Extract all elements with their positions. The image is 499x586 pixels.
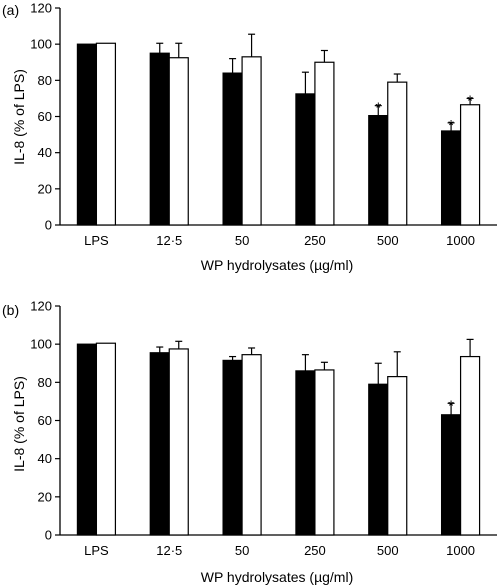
panel-a-y-tick-label: 80	[38, 73, 52, 88]
panel-b-y-tick-label: 80	[38, 375, 52, 390]
panel-a-bar	[241, 56, 262, 226]
panel-b-bar	[222, 359, 243, 536]
panel-b-y-tick-label: 60	[38, 413, 52, 428]
panel-b-bar	[95, 342, 117, 536]
panel-a-significance-marker: *	[375, 100, 381, 117]
panel-b-y-axis-label: IL-8 (% of LPS)	[11, 376, 27, 472]
panel-a-significance-marker: *	[448, 117, 454, 134]
panel-b-x-tick-label: LPS	[84, 543, 109, 558]
panel-a-significance-marker: *	[467, 92, 473, 109]
panel-a-x-tick-label: 12·5	[156, 233, 182, 248]
panel-a-y-tick-label: 0	[45, 218, 52, 233]
panel-a-bar	[368, 114, 389, 226]
panel-a-plot: 0 20 40 60 80 100 120 LPS 12·5 50 250 * 500 * * 1000	[30, 1, 497, 248]
panel-b-plot: 0 20 40 60 80 100 120 LPS 12·5 50 250 500 * 1000	[30, 299, 497, 558]
panel-a-bar	[95, 42, 117, 226]
panel-b-x-tick-label: 12·5	[156, 543, 182, 558]
panel-a-x-tick-label: LPS	[84, 233, 109, 248]
panel-a-bar	[168, 57, 189, 226]
panel-b-bar	[440, 414, 462, 536]
panel-b-y-tick-label: 120	[30, 299, 52, 314]
panel-b-y-tick-label: 100	[30, 337, 52, 352]
panel-a-bar	[387, 81, 408, 226]
panel-a: (a) 0 20 40 60 80 100 120 LPS 12·5 50 250 * 500 * * 100…	[2, 1, 497, 273]
panel-b-bar	[149, 352, 170, 536]
panel-a-y-tick-label: 120	[30, 1, 52, 16]
panel-b-x-tick-label: 250	[304, 543, 326, 558]
panel-b-y-tick-label: 40	[38, 451, 52, 466]
panel-b-x-axis-label: WP hydrolysates (µg/ml)	[201, 569, 354, 585]
panel-b-x-tick-label: 500	[377, 543, 399, 558]
panel-b-bar	[368, 383, 389, 536]
panel-a-y-tick-label: 60	[38, 109, 52, 124]
panel-b-bar	[295, 370, 316, 536]
panel-a-x-tick-label: 500	[377, 233, 399, 248]
panel-b-bar	[387, 376, 408, 536]
panel-a-bar	[76, 43, 98, 226]
panel-a-y-axis-label: IL-8 (% of LPS)	[11, 69, 27, 165]
panel-b-bar	[241, 354, 262, 536]
panel-b-x-tick-label: 50	[235, 543, 249, 558]
panel-a-bar	[222, 72, 243, 226]
panel-b-bar	[314, 369, 335, 536]
panel-b-label: (b)	[2, 302, 19, 318]
panel-a-x-tick-label: 250	[304, 233, 326, 248]
panel-a-x-axis-label: WP hydrolysates (µg/ml)	[201, 257, 354, 273]
panel-a-bar	[459, 104, 481, 226]
panel-a-y-tick-label: 20	[38, 181, 52, 196]
panel-a-y-tick-label: 40	[38, 145, 52, 160]
panel-b-y-tick-label: 0	[45, 528, 52, 543]
panel-a-bar	[149, 52, 170, 226]
panel-a-bar	[295, 93, 316, 226]
panel-b-y-tick-label: 20	[38, 489, 52, 504]
panel-b-bar	[459, 355, 481, 536]
panel-b-x-tick-label: 1000	[446, 543, 475, 558]
panel-b-bar	[168, 348, 189, 536]
panel-a-label: (a)	[2, 2, 19, 18]
panel-a-x-tick-label: 1000	[446, 233, 475, 248]
panel-b-bar	[76, 343, 98, 536]
panel-b-significance-marker: *	[448, 397, 454, 414]
panel-a-y-tick-label: 100	[30, 37, 52, 52]
panel-a-bar	[314, 61, 335, 226]
panel-a-x-tick-label: 50	[235, 233, 249, 248]
panel-a-bar	[440, 130, 462, 226]
